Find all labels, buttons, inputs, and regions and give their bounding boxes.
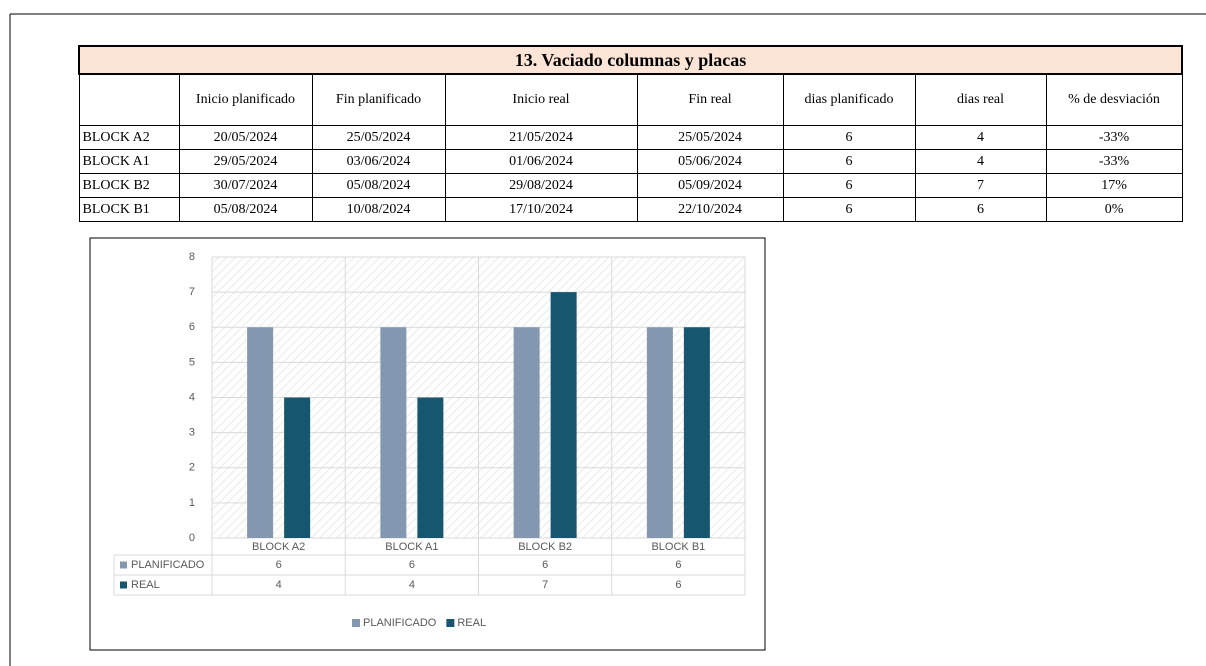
data-cell: BLOCK B2 [78, 173, 180, 198]
data-cell: BLOCK B1 [78, 197, 180, 222]
bar [380, 327, 407, 538]
data-cell: BLOCK A1 [78, 149, 180, 174]
header-cell: % de desviación [1045, 73, 1183, 126]
data-cell: 01/06/2024 [444, 149, 638, 174]
data-row: BLOCK B2 30/07/2024 05/08/2024 29/08/2024 05… [78, 173, 1183, 198]
x-tick-label: BLOCK B2 [518, 541, 572, 553]
data-cell: 4 [914, 125, 1047, 150]
data-cell: -33% [1045, 149, 1183, 174]
data-cell: 22/10/2024 [636, 197, 784, 222]
table-series-label: REAL [131, 579, 160, 591]
data-cell: 6 [782, 125, 916, 150]
y-tick-label: 4 [189, 391, 195, 403]
data-cell: 17% [1045, 173, 1183, 198]
data-cell: 7 [914, 173, 1047, 198]
corner-cell [78, 73, 180, 126]
data-cell: 25/05/2024 [636, 125, 784, 150]
data-cell: 30/07/2024 [178, 173, 313, 198]
bar [513, 327, 540, 538]
data-cell: 03/06/2024 [311, 149, 446, 174]
table-value: 7 [542, 579, 548, 591]
data-cell: 4 [914, 149, 1047, 174]
data-cell: 29/08/2024 [444, 173, 638, 198]
table-value: 4 [276, 579, 282, 591]
x-tick-label: BLOCK A2 [252, 541, 305, 553]
header-cell: Fin planificado [311, 73, 446, 126]
y-tick-label: 3 [189, 427, 195, 439]
table-key [120, 561, 127, 569]
data-row: BLOCK A2 20/05/2024 25/05/2024 21/05/2024 25… [78, 125, 1183, 150]
header-row: Inicio planificado Fin planificado Inicio … [78, 73, 1183, 126]
legend-label: REAL [457, 617, 486, 629]
table-value: 6 [675, 579, 681, 591]
header-cell: Inicio planificado [178, 73, 313, 126]
bar [247, 327, 274, 538]
table-key [120, 581, 127, 589]
y-tick-label: 1 [189, 497, 195, 509]
data-cell: 29/05/2024 [178, 149, 313, 174]
header-cell: Fin real [636, 73, 784, 126]
bar [550, 292, 577, 538]
data-cell: BLOCK A2 [78, 125, 180, 150]
data-cell: 0% [1045, 197, 1183, 222]
y-tick-label: 6 [189, 321, 195, 333]
bar [284, 397, 311, 538]
data-cell: 6 [782, 197, 916, 222]
bar [646, 327, 673, 538]
data-row: BLOCK A1 29/05/2024 03/06/2024 01/06/2024 05… [78, 149, 1183, 174]
table-value: 6 [675, 559, 681, 571]
header-cell: Inicio real [444, 73, 638, 126]
data-cell: 21/05/2024 [444, 125, 638, 150]
data-cell: 6 [914, 197, 1047, 222]
legend-key [446, 619, 455, 627]
bar [683, 327, 710, 538]
header-cell: dias real [914, 73, 1047, 126]
table-value: 6 [409, 559, 415, 571]
data-cell: 10/08/2024 [311, 197, 446, 222]
data-cell: 05/08/2024 [178, 197, 313, 222]
header-cell: dias planificado [782, 73, 916, 126]
data-cell: 6 [782, 149, 916, 174]
table-value: 6 [276, 559, 282, 571]
table-value: 4 [409, 579, 415, 591]
legend-label: PLANIFICADO [363, 617, 437, 629]
y-tick-label: 8 [189, 251, 195, 263]
y-tick-label: 5 [189, 356, 195, 368]
table-series-label: PLANIFICADO [131, 559, 205, 571]
legend-key [352, 619, 360, 627]
data-cell: -33% [1045, 125, 1183, 150]
data-cell: 25/05/2024 [311, 125, 446, 150]
y-tick-label: 2 [189, 462, 195, 474]
table-title: 13. Vaciado columnas y placas [77, 45, 1184, 75]
x-tick-label: BLOCK B1 [651, 541, 705, 553]
y-tick-label: 7 [189, 286, 195, 298]
data-cell: 05/08/2024 [311, 173, 446, 198]
data-cell: 6 [782, 173, 916, 198]
schedule-table: 13. Vaciado columnas y placas Inicio pla… [77, 45, 1184, 222]
table-value: 6 [542, 559, 548, 571]
y-tick-label: 0 [189, 532, 195, 544]
data-cell: 20/05/2024 [178, 125, 313, 150]
x-tick-label: BLOCK A1 [385, 541, 438, 553]
data-cell: 05/06/2024 [636, 149, 784, 174]
bar [417, 397, 444, 538]
data-cell: 05/09/2024 [636, 173, 784, 198]
data-row: BLOCK B1 05/08/2024 10/08/2024 17/10/2024 22… [78, 197, 1183, 222]
data-cell: 17/10/2024 [444, 197, 638, 222]
